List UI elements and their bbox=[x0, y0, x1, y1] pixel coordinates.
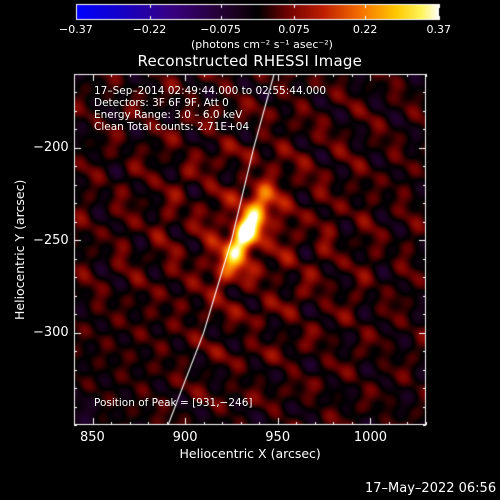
colorbar-tick-label: −0.37 bbox=[59, 23, 93, 36]
chart-title: Reconstructed RHESSI Image bbox=[137, 52, 363, 70]
y-tick-label: −250 bbox=[33, 232, 69, 248]
footer-timestamp: 17–May–2022 06:56 bbox=[365, 481, 497, 496]
energy-range-text: Energy Range: 3.0 – 6.0 keV bbox=[94, 109, 243, 121]
colorbar-tick-label: 0.075 bbox=[278, 23, 310, 36]
colorbar-tick-label: −0.22 bbox=[132, 23, 167, 36]
y-tick-label: −300 bbox=[33, 325, 69, 341]
colorbar-tick-label: 0.37 bbox=[426, 23, 452, 36]
peak-position-text: Position of Peak = [931,−246] bbox=[94, 397, 253, 409]
x-tick-label: 850 bbox=[80, 430, 105, 445]
x-axis-title: Heliocentric X (arcsec) bbox=[179, 446, 321, 461]
x-tick-label: 900 bbox=[172, 430, 198, 445]
clean-total-counts-text: Clean Total counts: 2.71E+04 bbox=[94, 121, 250, 133]
observation-time-text: 17–Sep–2014 02:49:44.000 to 02:55:44.000 bbox=[94, 85, 326, 97]
x-tick-label: 950 bbox=[265, 430, 291, 445]
detectors-text: Detectors: 3F 6F 9F, Att 0 bbox=[94, 97, 229, 109]
colorbar-tick-label: −0.075 bbox=[200, 23, 241, 36]
y-axis-title: Heliocentric Y (arcsec) bbox=[12, 179, 27, 320]
y-tick-label: −200 bbox=[33, 140, 69, 156]
colorbar-unit-label: (photons cm⁻² s⁻¹ asec⁻²) bbox=[191, 38, 333, 51]
x-tick-label: 1000 bbox=[353, 430, 387, 445]
colorbar-tick-label: 0.22 bbox=[352, 23, 378, 36]
